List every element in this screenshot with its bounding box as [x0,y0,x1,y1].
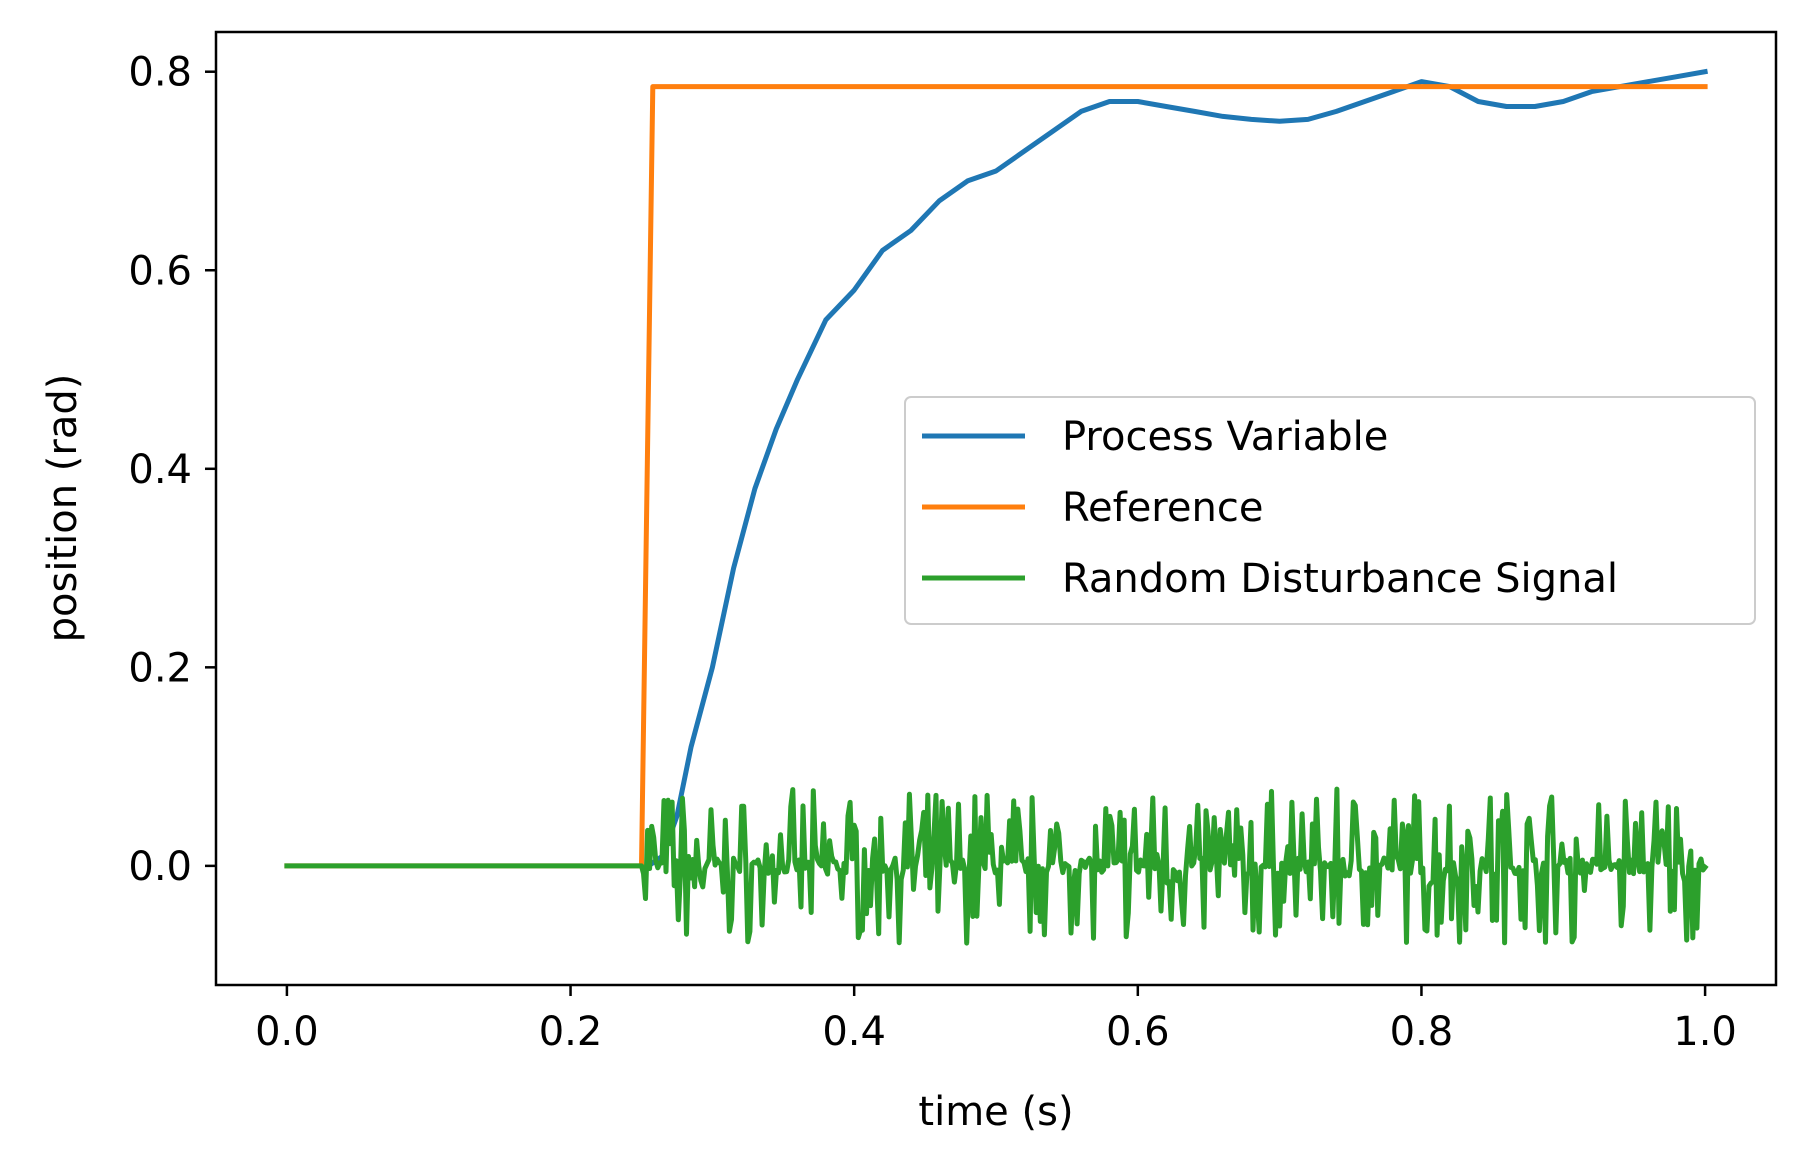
legend-label-reference: Reference [1062,485,1263,531]
y-tick-label: 0.8 [128,50,192,96]
x-tick-label: 0.0 [255,1009,319,1055]
legend-label-random-disturbance: Random Disturbance Signal [1062,556,1618,602]
x-axis-label: time (s) [918,1089,1073,1135]
y-tick-label: 0.4 [128,447,192,493]
legend-label-process-variable: Process Variable [1062,414,1388,460]
x-tick-label: 0.2 [539,1009,603,1055]
x-tick-label: 0.8 [1390,1009,1454,1055]
series-random-disturbance [284,786,1709,946]
y-tick-label: 0.6 [128,248,192,294]
y-tick-label: 0.0 [128,844,192,890]
plot-frame [214,30,1778,987]
y-axis-label: position (rad) [40,374,86,643]
y-axis-ticks: 0.0 0.2 0.4 0.6 0.8 [128,50,216,890]
x-tick-label: 0.4 [822,1009,886,1055]
series-process-variable [645,68,1708,870]
series-layer [284,68,1709,946]
y-tick-label: 0.2 [128,645,192,691]
x-tick-label: 0.6 [1106,1009,1170,1055]
x-tick-label: 1.0 [1673,1009,1737,1055]
legend-box [904,396,1756,625]
legend: Process Variable Reference Random Distur… [904,396,1756,625]
x-axis-ticks: 0.0 0.2 0.4 0.6 0.8 1.0 [255,985,1737,1055]
